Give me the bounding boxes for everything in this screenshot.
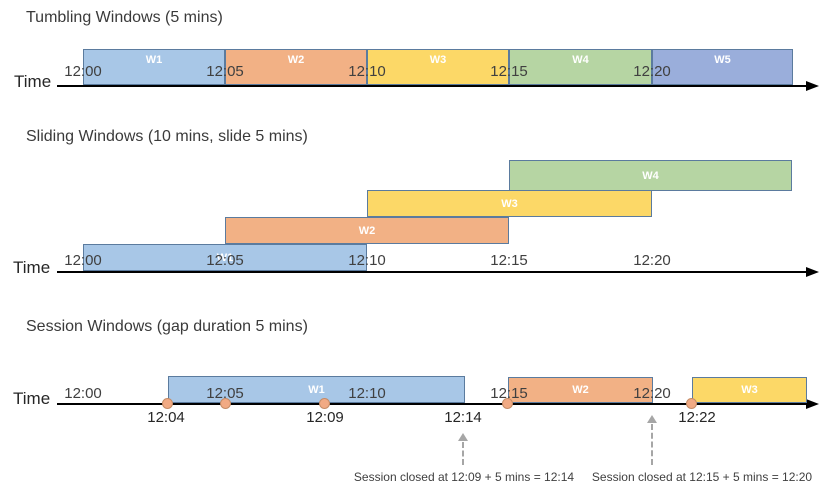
dashed-up-arrow-icon	[647, 415, 657, 423]
event-label-1209: 12:09	[306, 409, 344, 426]
tumbling-tick-1215: 12:15	[490, 63, 528, 80]
session-window-w3: W3	[692, 377, 807, 403]
dashed-up-arrow-icon	[458, 433, 468, 441]
window-label: W2	[287, 54, 305, 66]
window-label: W1	[216, 251, 234, 264]
session-window-w2: W2	[508, 377, 653, 403]
event-dot-1204	[162, 398, 173, 409]
tumbling-title: Tumbling Windows (5 mins)	[26, 9, 223, 26]
tumbling-window-w1: W1	[83, 49, 225, 85]
sliding-axis-arrow-icon	[806, 267, 819, 277]
tumbling-tick-1200: 12:00	[64, 63, 102, 80]
event-label-1222: 12:22	[678, 409, 716, 426]
sliding-tick-1220: 12:20	[633, 252, 671, 269]
tumbling-tick-1205: 12:05	[206, 63, 244, 80]
session-close-annotation-1: Session closed at 12:09 + 5 mins = 12:14	[353, 470, 575, 484]
window-label: W5	[714, 54, 731, 66]
tumbling-window-w4: W4	[509, 49, 652, 85]
sliding-window-w4: W4	[509, 160, 792, 191]
session-title: Session Windows (gap duration 5 mins)	[26, 318, 308, 335]
session-tick-1205: 12:05	[206, 385, 244, 402]
event-dot-1215	[502, 398, 513, 409]
event-label-1204: 12:04	[147, 409, 185, 426]
window-label: W3	[429, 54, 447, 66]
session-close-annotation-2: Session closed at 12:15 + 5 mins = 12:20	[591, 470, 813, 484]
sliding-title: Sliding Windows (10 mins, slide 5 mins)	[26, 128, 308, 145]
session-axis	[57, 403, 809, 405]
dashed-arrow-line	[651, 424, 653, 465]
session-tick-1220: 12:20	[633, 385, 671, 402]
tumbling-window-w2: W2	[225, 49, 367, 85]
sliding-axis	[57, 271, 809, 273]
tumbling-time-label: Time	[14, 72, 52, 91]
sliding-time-label: Time	[13, 258, 51, 277]
tumbling-tick-1210: 12:10	[348, 63, 386, 80]
event-dot-1222	[686, 398, 697, 409]
sliding-window-w1: W1	[83, 244, 367, 271]
sliding-window-w3: W3	[367, 190, 652, 217]
tumbling-window-w3: W3	[367, 49, 509, 85]
event-dot-1209	[319, 398, 330, 409]
event-dot-1206	[220, 398, 231, 409]
window-label: W4	[642, 169, 659, 182]
session-tick-1210: 12:10	[348, 385, 386, 402]
window-label: W4	[572, 54, 589, 66]
dashed-arrow-line	[462, 442, 464, 465]
session-window-w1: W1	[168, 376, 465, 403]
window-label: W1	[145, 54, 163, 66]
window-label: W2	[358, 224, 376, 237]
tumbling-window-w5: W5	[652, 49, 793, 85]
close-label-1214: 12:14	[444, 409, 482, 426]
window-label: W2	[572, 384, 589, 396]
sliding-window-w2: W2	[225, 217, 509, 244]
session-tick-1200: 12:00	[64, 385, 102, 402]
window-label: W3	[501, 197, 518, 210]
sliding-tick-1205: 12:05	[206, 252, 244, 269]
sliding-tick-1215: 12:15	[490, 252, 528, 269]
sliding-tick-1210: 12:10	[348, 252, 386, 269]
session-tick-1215: 12:15	[490, 385, 528, 402]
session-time-label: Time	[13, 389, 51, 408]
sliding-tick-1200: 12:00	[64, 252, 102, 269]
tumbling-tick-1220: 12:20	[633, 63, 671, 80]
window-label: W3	[741, 384, 758, 396]
tumbling-axis	[57, 85, 809, 87]
window-label: W1	[308, 383, 325, 396]
tumbling-axis-arrow-icon	[806, 81, 819, 91]
session-axis-arrow-icon	[806, 399, 819, 409]
